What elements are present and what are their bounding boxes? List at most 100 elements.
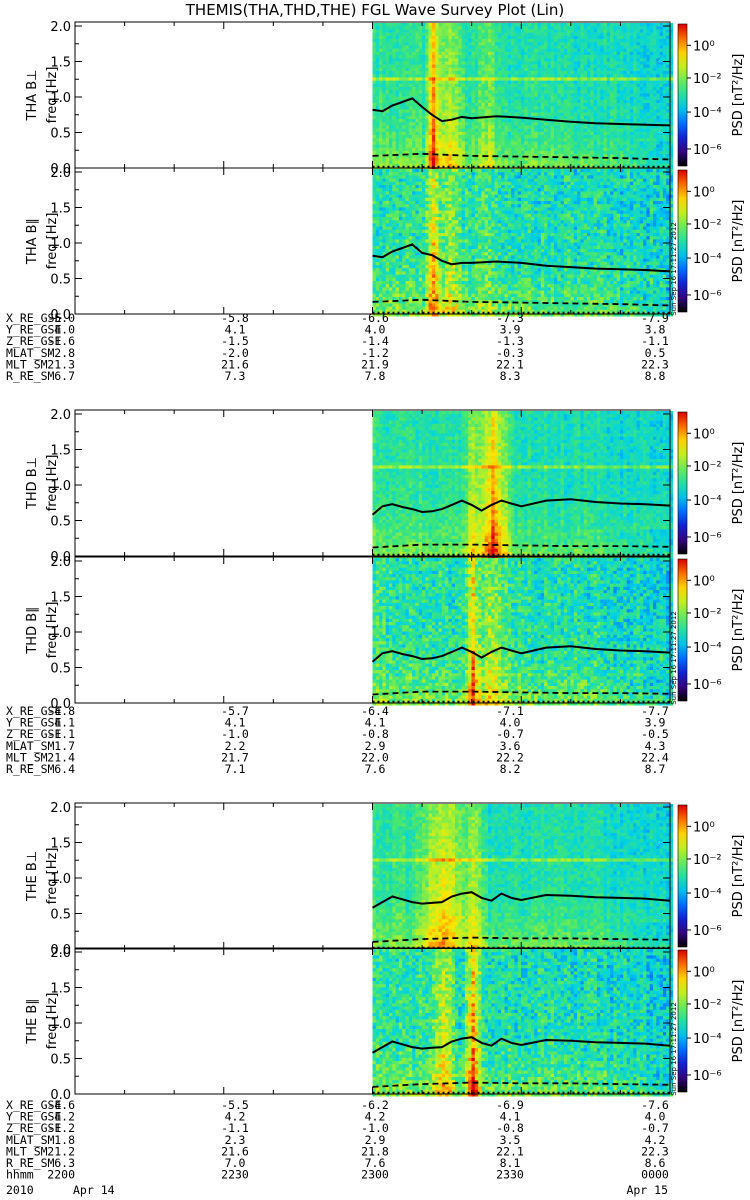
y-tick-label: 0.0	[50, 1088, 71, 1103]
ephemeris-value: -1.1	[641, 334, 669, 348]
ephemeris-value: 1.7	[54, 739, 75, 753]
colorbar	[677, 23, 688, 167]
colorbar	[677, 169, 688, 313]
ephemeris-value: 22.4	[641, 750, 669, 764]
colorbar-label: PSD [nT²/Hz]	[731, 442, 746, 525]
ephemeris-value: -0.8	[496, 1121, 524, 1135]
panel-axis-label: freq [Hz]	[45, 213, 60, 270]
run-timestamp: Sun Sep 16 17:11:27 2012	[670, 222, 678, 316]
ephemeris-value: 22.3	[641, 357, 669, 371]
spectrogram-cells	[372, 804, 674, 952]
ephemeris-value: -4.8	[47, 704, 75, 718]
ephemeris-value: 21.9	[361, 357, 389, 371]
colorbar-tick-label: 10⁻²	[693, 607, 722, 622]
ephemeris-value: 8.6	[645, 1156, 666, 1170]
ephemeris-value: -0.7	[496, 727, 524, 741]
date-start: Apr 14	[73, 1183, 115, 1197]
ephemeris-value: -2.8	[47, 346, 75, 360]
ephemeris-value: 22.2	[496, 750, 524, 764]
ephemeris-value: -1.3	[496, 334, 524, 348]
ephemeris-value: 8.7	[645, 762, 666, 776]
y-tick-label: 0.0	[50, 943, 71, 958]
colorbar-tick-label: 10⁻⁴	[693, 252, 722, 267]
spectrogram-panel: 2.0 1.5 1.0 0.5 0.0 THE B⊥ freq [Hz] 10⁰ 10⁻² 10⁻…	[25, 801, 746, 958]
ephemeris-row-label: Y_RE_GSE	[6, 1110, 61, 1124]
fce-line	[371, 645, 671, 663]
ephemeris-row-label: Z_RE_GSE	[6, 727, 61, 741]
ephemeris-row-label: Y_RE_GSE	[6, 323, 61, 337]
ephemeris-value: 4.2	[645, 1133, 666, 1147]
ephemeris-value: 21.6	[221, 1144, 249, 1158]
ephemeris-row-label: MLT_SM	[6, 1144, 48, 1158]
ephemeris-value: -5.5	[221, 1098, 249, 1112]
ephemeris-value: 7.8	[365, 369, 386, 383]
y-tick-label: 2.0	[50, 166, 71, 181]
ephemeris-value: -7.6	[641, 1098, 669, 1112]
ephemeris-value: 4.2	[54, 1110, 75, 1124]
ephemeris-value: 0000	[641, 1168, 669, 1182]
ephemeris-value: -1.4	[361, 334, 389, 348]
fce-line	[372, 243, 671, 273]
ephemeris-value: 4.0	[54, 323, 75, 337]
ephemeris-value: 4.0	[365, 323, 386, 337]
y-tick-label: 2.0	[50, 946, 71, 961]
y-tick-label: 0.0	[50, 162, 71, 177]
ephemeris-row-label: R_RE_SM	[6, 762, 55, 776]
panel-component-label: THA B∥	[25, 218, 40, 265]
ephemeris-value: -1.0	[361, 1121, 389, 1135]
ephemeris-value: -1.1	[47, 727, 75, 741]
y-tick-label: 0.0	[50, 697, 71, 712]
ephemeris-value: 6.3	[54, 1156, 75, 1170]
ephemeris-value: 21.2	[47, 1144, 75, 1158]
colorbar-tick-label: 10⁰	[693, 574, 715, 589]
ephemeris-row-label: MLAT_SM	[6, 739, 55, 753]
ephemeris-value: 8.8	[645, 369, 666, 383]
date-year: 2010	[6, 1183, 34, 1197]
ephemeris-value: -4.6	[47, 1098, 75, 1112]
ephemeris-value: -7.7	[641, 704, 669, 718]
ephemeris-value: 7.0	[225, 1156, 246, 1170]
colorbar-tick-label: 10⁻⁶	[693, 531, 722, 546]
ephemeris-value: 21.7	[221, 750, 249, 764]
ephemeris-value: 4.3	[645, 739, 666, 753]
y-tick-label: 1.0	[50, 872, 71, 887]
fce-line	[372, 891, 671, 909]
panel-axis-label: freq [Hz]	[45, 455, 60, 512]
date-end: Apr 15	[626, 1183, 668, 1197]
ephemeris-value: 3.6	[500, 739, 521, 753]
y-tick-label: 0.5	[50, 908, 71, 923]
ephemeris-value: 4.0	[500, 716, 521, 730]
y-tick-label: 2.0	[50, 555, 71, 570]
panel-component-label: THD B∥	[25, 606, 40, 654]
colorbar-tick-label: 10⁻⁴	[693, 641, 722, 656]
colorbar-tick-label: 10⁻⁴	[693, 1032, 722, 1047]
y-tick-label: 1.5	[50, 56, 71, 71]
fce-line	[372, 97, 671, 127]
ephemeris-value: 2330	[496, 1168, 524, 1182]
ephemeris-value: -1.2	[47, 1121, 75, 1135]
ephemeris-row-label: X_RE_GSE	[6, 311, 61, 325]
ephemeris-value: 2200	[47, 1168, 75, 1182]
y-tick-label: 1.5	[50, 591, 71, 606]
ephemeris-value: 1.8	[54, 1133, 75, 1147]
ephemeris-value: -1.6	[47, 334, 75, 348]
ephemeris-value: -6.4	[361, 704, 389, 718]
y-tick-label: 1.5	[50, 202, 71, 217]
chart-title: THEMIS(THA,THD,THE) FGL Wave Survey Plot…	[0, 0, 750, 20]
ephemeris-value: 22.1	[496, 1144, 524, 1158]
spectrogram-panel: 2.0 1.5 1.0 0.5 0.0 THD B⊥ freq [Hz] 10⁰ 10⁻² 10⁻…	[25, 408, 746, 565]
run-timestamp: Sun Sep 16 17:11:27 2012	[670, 1002, 678, 1096]
colorbar-tick-label: 10⁻²	[693, 998, 722, 1013]
ephemeris-value: 22.3	[641, 1144, 669, 1158]
ephemeris-value: 2230	[221, 1168, 249, 1182]
colorbar-tick-label: 10⁻⁴	[693, 887, 722, 902]
ephemeris-value: 2.2	[225, 739, 246, 753]
spectrogram-panel: 2.0 1.5 1.0 0.5 0.0 THE B∥ freq [Hz] 10⁰ 10⁻² 10⁻…	[25, 946, 746, 1103]
colorbar-tick-label: 10⁻⁶	[693, 289, 722, 304]
y-tick-label: 1.0	[50, 91, 71, 106]
ephemeris-row-label: hhmm	[6, 1168, 34, 1182]
ephemeris-value: 21.4	[47, 750, 75, 764]
